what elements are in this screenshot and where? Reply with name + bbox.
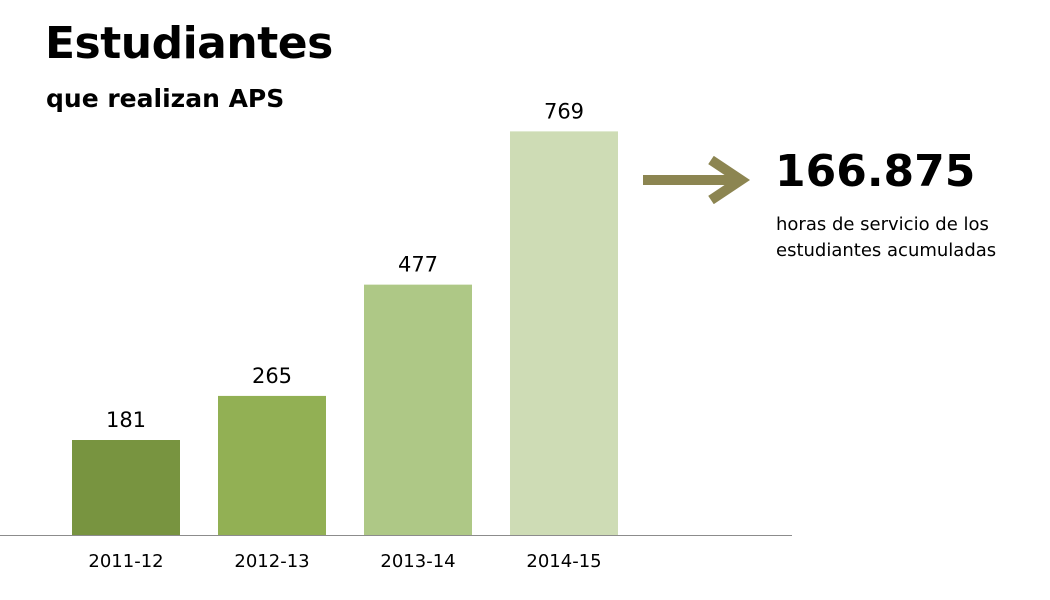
bar-2013-14 <box>364 284 472 535</box>
data-label-2011-12: 181 <box>106 408 146 432</box>
arrow-right-icon <box>643 156 751 204</box>
x-tick-label-2011-12: 2011-12 <box>88 551 163 572</box>
data-label-2012-13: 265 <box>252 364 292 388</box>
chart-subtitle: que realizan APS <box>46 84 285 113</box>
chart-title: Estudiantes <box>45 18 333 69</box>
x-tick-label-2012-13: 2012-13 <box>234 551 309 572</box>
total-hours-value: 166.875 <box>775 146 976 197</box>
bar-2012-13 <box>218 395 326 535</box>
total-hours-description: horas de servicio de los estudiantes acu… <box>776 214 997 261</box>
data-label-2013-14: 477 <box>398 253 438 277</box>
bar-2011-12 <box>72 440 180 535</box>
x-tick-label-2014-15: 2014-15 <box>526 551 601 572</box>
data-label-2014-15: 769 <box>544 99 584 123</box>
bar-2014-15 <box>510 131 618 535</box>
x-tick-label-2013-14: 2013-14 <box>380 551 455 572</box>
